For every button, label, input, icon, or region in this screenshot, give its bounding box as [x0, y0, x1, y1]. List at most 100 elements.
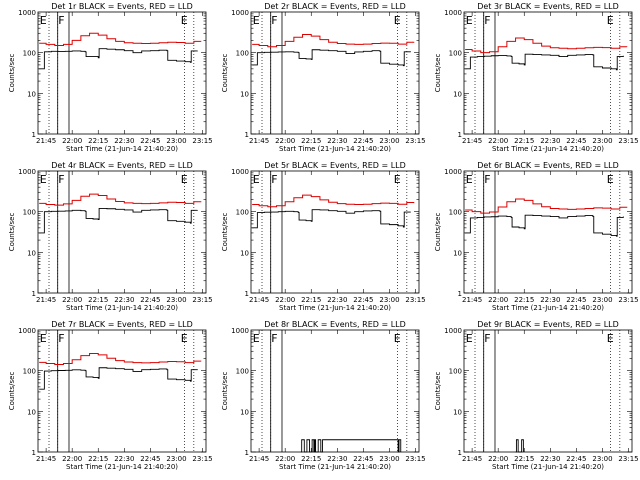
- y-axis-title: Counts/sec: [8, 54, 16, 93]
- x-tick-label: 22:00: [488, 137, 508, 145]
- marker-f: F: [271, 14, 277, 27]
- x-tick-label: 22:15: [514, 296, 534, 304]
- y-tick-label: 1000: [18, 9, 36, 17]
- x-tick-label: 21:45: [36, 296, 56, 304]
- x-axis-title: Start Time (21-Jun-14 21:40:20): [279, 145, 391, 153]
- x-axis-title: Start Time (21-Jun-14 21:40:20): [492, 145, 604, 153]
- events-series-line: [39, 367, 198, 390]
- plot-frame: [37, 11, 207, 135]
- marker-e-right: E: [181, 14, 188, 27]
- panel-title: Det 7r BLACK = Events, RED = LLD: [51, 320, 193, 329]
- panel-4: Det 4r BLACK = Events, RED = LLD 1 10 100 10…: [8, 161, 213, 312]
- marker-f: F: [58, 14, 64, 27]
- marker-e-left: E: [466, 14, 473, 27]
- plot-frame: [37, 329, 207, 453]
- y-tick-label: 1: [245, 290, 249, 298]
- panel-title: Det 9r BLACK = Events, RED = LLD: [477, 320, 619, 329]
- y-axis-title: Counts/sec: [221, 213, 229, 252]
- y-axis-title: Counts/sec: [8, 213, 16, 252]
- x-tick-label: 22:45: [353, 137, 373, 145]
- panel-2: Det 2r BLACK = Events, RED = LLD 1 10 100 10…: [221, 2, 426, 153]
- panel-8: Det 8r BLACK = Events, RED = LLD 1 10 100 10…: [221, 320, 426, 471]
- panel-5: Det 5r BLACK = Events, RED = LLD 1 10 100 10…: [221, 161, 426, 312]
- x-tick-label: 22:45: [566, 455, 586, 463]
- y-tick-label: 10: [240, 90, 249, 98]
- y-tick-label: 1000: [231, 9, 249, 17]
- x-tick-label: 23:00: [166, 296, 186, 304]
- marker-e-left: E: [466, 173, 473, 186]
- events-series-line: [465, 53, 624, 71]
- x-tick-label: 23:15: [618, 296, 638, 304]
- lld-series-line: [252, 194, 415, 208]
- y-tick-label: 100: [449, 368, 462, 376]
- x-tick-label: 22:45: [566, 296, 586, 304]
- x-tick-label: 23:00: [592, 455, 612, 463]
- y-tick-label: 1: [32, 449, 36, 457]
- x-tick-label: 23:00: [379, 137, 399, 145]
- marker-f: F: [271, 173, 277, 186]
- x-tick-label: 22:30: [327, 137, 347, 145]
- events-series-line: [300, 439, 402, 453]
- lld-series-line: [465, 37, 628, 54]
- marker-e-right: E: [181, 332, 188, 345]
- plot-frame: [463, 11, 633, 135]
- events-series-line: [39, 48, 198, 70]
- lld-series-line: [39, 193, 202, 206]
- marker-e-left: E: [466, 332, 473, 345]
- x-axis-title: Start Time (21-Jun-14 21:40:20): [66, 145, 178, 153]
- x-tick-label: 21:45: [249, 296, 269, 304]
- y-tick-label: 1000: [231, 327, 249, 335]
- x-tick-label: 22:00: [488, 455, 508, 463]
- y-tick-label: 10: [453, 408, 462, 416]
- x-tick-label: 23:00: [166, 137, 186, 145]
- plot-frame: [250, 329, 420, 453]
- y-tick-label: 100: [449, 50, 462, 58]
- x-tick-label: 22:45: [140, 296, 160, 304]
- panel-title: Det 3r BLACK = Events, RED = LLD: [477, 2, 619, 11]
- y-tick-label: 1: [245, 131, 249, 139]
- x-tick-label: 23:15: [405, 137, 425, 145]
- x-tick-label: 22:30: [540, 137, 560, 145]
- x-tick-label: 23:15: [192, 137, 212, 145]
- marker-f: F: [58, 173, 64, 186]
- x-axis-title: Start Time (21-Jun-14 21:40:20): [66, 304, 178, 312]
- lld-series-line: [252, 33, 415, 48]
- y-tick-label: 1: [32, 131, 36, 139]
- x-tick-label: 22:30: [114, 137, 134, 145]
- x-tick-label: 21:45: [462, 137, 482, 145]
- x-tick-label: 23:15: [618, 137, 638, 145]
- x-tick-label: 22:00: [62, 296, 82, 304]
- y-tick-label: 10: [27, 249, 36, 257]
- panel-3: Det 3r BLACK = Events, RED = LLD 1 10 100 10…: [434, 2, 639, 153]
- panel-6: Det 6r BLACK = Events, RED = LLD 1 10 100 10…: [434, 161, 639, 312]
- x-tick-label: 22:30: [327, 455, 347, 463]
- marker-e-right: E: [394, 173, 401, 186]
- x-tick-label: 22:15: [88, 455, 108, 463]
- lld-series-line: [39, 32, 202, 47]
- y-tick-label: 1: [458, 290, 462, 298]
- marker-f: F: [484, 332, 490, 345]
- x-tick-label: 22:00: [62, 455, 82, 463]
- y-axis-title: Counts/sec: [434, 54, 442, 93]
- y-axis-title: Counts/sec: [434, 213, 442, 252]
- plot-frame: [250, 11, 420, 135]
- marker-e-right: E: [607, 14, 614, 27]
- x-tick-label: 21:45: [36, 137, 56, 145]
- x-tick-label: 21:45: [462, 296, 482, 304]
- x-tick-label: 23:00: [592, 296, 612, 304]
- x-axis-title: Start Time (21-Jun-14 21:40:20): [66, 463, 178, 471]
- x-tick-label: 22:30: [327, 296, 347, 304]
- marker-e-left: E: [40, 332, 47, 345]
- x-tick-label: 23:00: [166, 455, 186, 463]
- x-tick-label: 22:00: [275, 137, 295, 145]
- x-tick-label: 22:00: [62, 137, 82, 145]
- x-tick-label: 22:15: [301, 137, 321, 145]
- panel-7: Det 7r BLACK = Events, RED = LLD 1 10 100 10…: [8, 320, 213, 471]
- x-tick-label: 22:30: [540, 296, 560, 304]
- x-tick-label: 22:45: [566, 137, 586, 145]
- x-axis-title: Start Time (21-Jun-14 21:40:20): [279, 463, 391, 471]
- y-tick-label: 1: [245, 449, 249, 457]
- x-tick-label: 23:15: [192, 455, 212, 463]
- x-tick-label: 22:45: [353, 296, 373, 304]
- events-series-line: [465, 214, 624, 237]
